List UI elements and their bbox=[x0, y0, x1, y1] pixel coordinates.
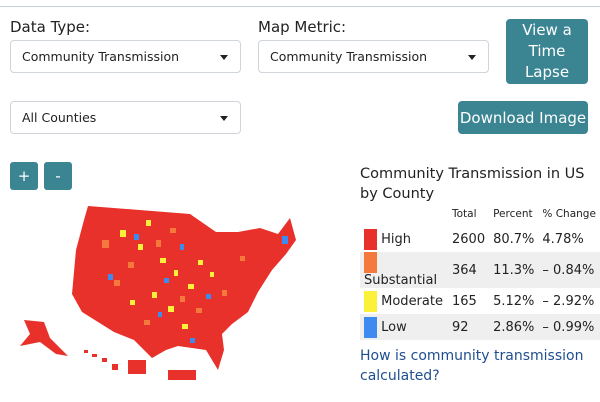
contiguous-us[interactable] bbox=[72, 206, 296, 370]
row-change: 4.78% bbox=[542, 231, 584, 247]
row-percent: 5.12% bbox=[493, 293, 535, 309]
data-type-value: Community Transmission bbox=[22, 49, 180, 64]
us-county-map[interactable] bbox=[10, 200, 310, 390]
hawaii[interactable] bbox=[84, 350, 118, 370]
row-label: Moderate bbox=[381, 293, 443, 309]
header-percent: Percent bbox=[493, 208, 533, 220]
chevron-down-icon bbox=[220, 116, 228, 121]
row-total: 2600 bbox=[452, 231, 486, 247]
legend-title: Community Transmission in US by County bbox=[360, 166, 585, 202]
counties-select[interactable]: All Counties bbox=[10, 101, 241, 134]
row-label: High bbox=[381, 231, 412, 247]
swatch-substantial bbox=[364, 252, 377, 273]
row-percent: 80.7% bbox=[493, 231, 535, 247]
row-percent: 2.86% bbox=[489, 314, 539, 340]
row-change: – 0.99% bbox=[538, 314, 600, 340]
legend-table: Total Percent % Change High 2600 80.7% 4… bbox=[360, 206, 600, 340]
puerto-rico[interactable] bbox=[168, 370, 196, 380]
row-change: – 0.84% bbox=[538, 252, 600, 288]
map-metric-value: Community Transmission bbox=[270, 49, 428, 64]
counties-value: All Counties bbox=[22, 110, 97, 125]
row-total: 92 bbox=[448, 314, 490, 340]
legend-header-row: Total Percent % Change bbox=[360, 206, 600, 226]
data-type-select[interactable]: Community Transmission bbox=[10, 40, 241, 73]
chevron-down-icon bbox=[220, 55, 228, 60]
legend-row: Substantial 364 11.3% – 0.84% bbox=[360, 252, 600, 288]
swatch-low bbox=[364, 316, 377, 338]
alaska[interactable] bbox=[20, 320, 68, 356]
swatch-moderate bbox=[364, 290, 377, 312]
time-lapse-line-1: View a bbox=[522, 21, 572, 39]
row-label: Low bbox=[381, 319, 407, 335]
legend-row: Moderate 165 5.12% – 2.92% bbox=[360, 288, 600, 314]
legend-row: Low 92 2.86% – 0.99% bbox=[360, 314, 600, 340]
header-total: Total bbox=[452, 208, 477, 220]
download-image-button[interactable]: Download Image bbox=[458, 101, 588, 134]
header-change: % Change bbox=[542, 208, 596, 220]
row-change: – 2.92% bbox=[542, 293, 595, 309]
map-metric-select[interactable]: Community Transmission bbox=[258, 40, 489, 73]
legend-row: High 2600 80.7% 4.78% bbox=[360, 226, 600, 252]
time-lapse-line-2: Time bbox=[528, 42, 566, 60]
time-lapse-button[interactable]: View a Time Lapse bbox=[506, 19, 588, 84]
chevron-down-icon bbox=[468, 55, 476, 60]
time-lapse-line-3: Lapse bbox=[524, 63, 570, 81]
zoom-out-button[interactable]: - bbox=[44, 162, 72, 190]
row-percent: 11.3% bbox=[489, 252, 539, 288]
row-label: Substantial bbox=[364, 273, 438, 288]
top-divider bbox=[0, 6, 600, 7]
data-type-label: Data Type: bbox=[10, 18, 91, 36]
swatch-high bbox=[364, 228, 377, 250]
row-total: 165 bbox=[452, 293, 477, 309]
zoom-in-button[interactable]: + bbox=[10, 162, 38, 190]
guam-region[interactable] bbox=[128, 360, 146, 374]
map-metric-label: Map Metric: bbox=[258, 18, 347, 36]
how-calculated-link[interactable]: How is community transmission calculated… bbox=[360, 348, 584, 384]
row-total: 364 bbox=[448, 252, 490, 288]
